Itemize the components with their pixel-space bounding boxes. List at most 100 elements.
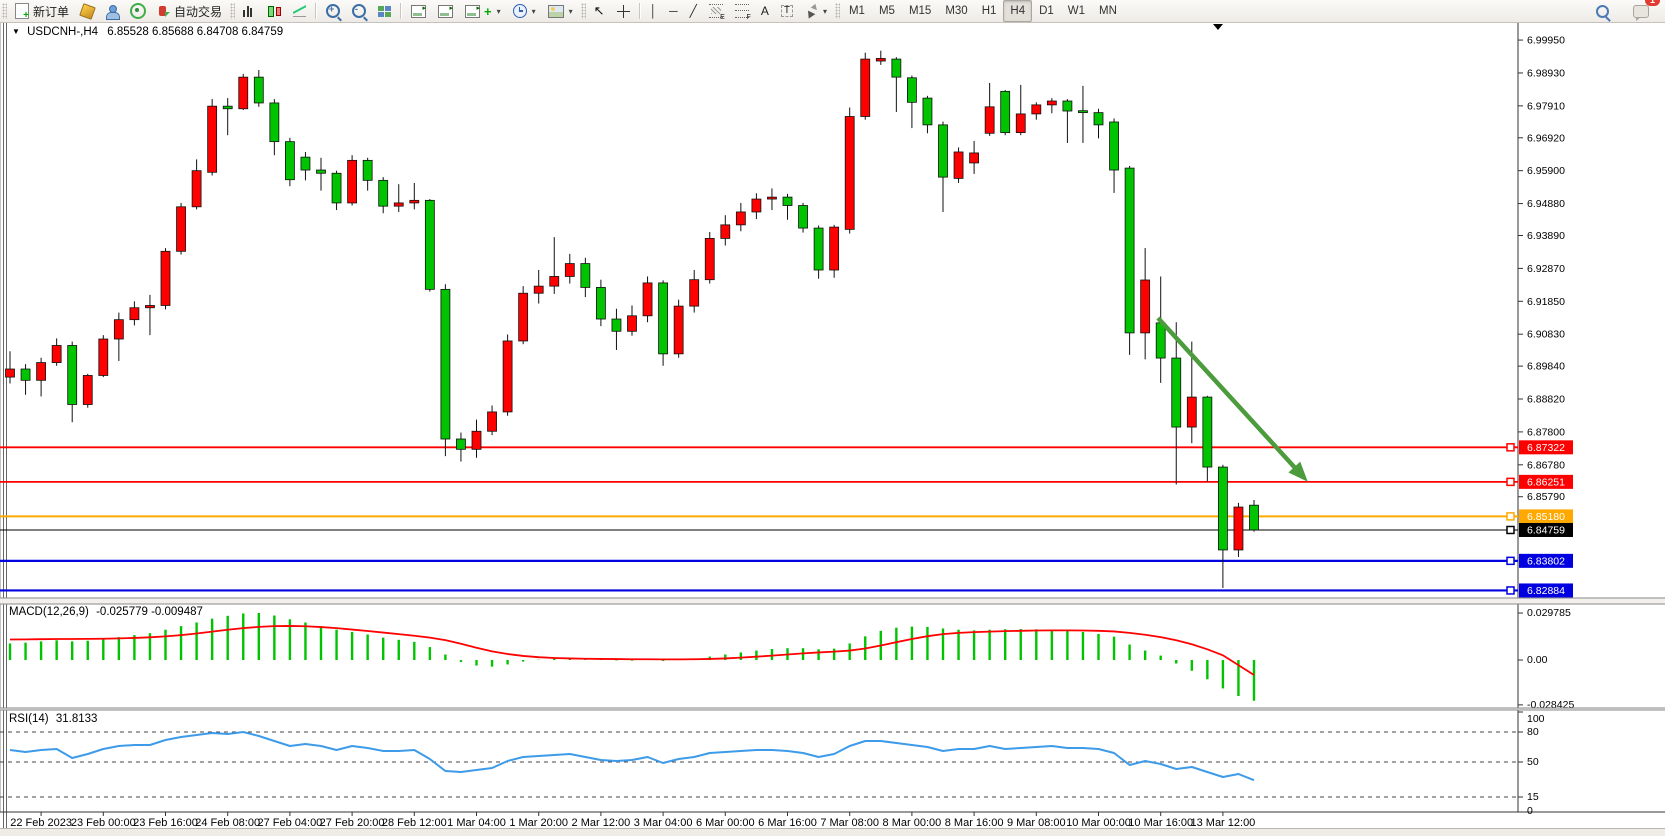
search-button[interactable] — [1590, 0, 1615, 23]
rsi-axis-label: 80 — [1527, 726, 1539, 738]
candle — [502, 340, 513, 413]
template-button[interactable]: ▾ — [542, 0, 579, 23]
chart-menu-icon[interactable]: ▼ — [12, 27, 20, 36]
time-axis-label: 1 Mar 04:00 — [447, 817, 506, 828]
bar-chart-button[interactable] — [237, 0, 262, 23]
price-line-handle[interactable] — [1506, 586, 1515, 595]
candle — [891, 58, 902, 78]
candle — [191, 170, 202, 208]
trend-arrow-line[interactable] — [1156, 316, 1299, 472]
chart-title: ▼ USDCNH-,H4 6.85528 6.85688 6.84708 6.8… — [12, 26, 283, 38]
zoom-in-button[interactable]: + — [320, 0, 346, 23]
profile-button[interactable] — [100, 0, 124, 23]
cursor-tool-button[interactable]: ↖ — [588, 0, 611, 23]
time-axis-label: 6 Mar 00:00 — [696, 817, 755, 828]
candle — [67, 345, 78, 405]
price-axis-label: 6.85790 — [1527, 491, 1565, 503]
label-tool-button[interactable]: T — [775, 0, 799, 23]
zoom-out-button[interactable]: - — [346, 0, 372, 23]
pane-separator[interactable] — [0, 708, 1665, 710]
paint-tool-button[interactable] — [75, 0, 100, 23]
horizontal-line-tool-button[interactable]: ─ — [663, 0, 684, 23]
notifications-button[interactable]: 1 — [1627, 0, 1660, 23]
candle — [596, 287, 606, 320]
line-chart-icon — [293, 5, 307, 17]
price-tag — [1519, 553, 1573, 568]
candle — [1109, 121, 1119, 171]
price-axis-label: 6.95900 — [1527, 165, 1565, 177]
timeframe-m15-button[interactable]: M15 — [908, 5, 932, 17]
caret-down-icon: ▾ — [568, 6, 573, 16]
candle — [1015, 113, 1026, 134]
caret-down-icon: ▾ — [496, 6, 501, 16]
plus-icon: + — [484, 3, 492, 19]
time-axis-label: 8 Mar 16:00 — [945, 817, 1004, 828]
rsi-value: 31.8133 — [55, 713, 98, 725]
candle — [953, 151, 964, 179]
chart-shift-icon — [438, 4, 453, 18]
time-axis-label: 13 Mar 12:00 — [1190, 817, 1255, 828]
price-line-handle[interactable] — [1506, 443, 1515, 452]
signal-icon — [130, 3, 147, 19]
timeframe-m1-button[interactable]: M1 — [848, 5, 865, 17]
price-line-handle[interactable] — [1506, 477, 1515, 487]
crosshair-tool-button[interactable] — [611, 0, 636, 23]
candle — [36, 362, 46, 381]
candle — [1140, 279, 1151, 334]
candle — [611, 318, 622, 332]
trend-arrow-head[interactable] — [1288, 461, 1308, 482]
candle — [1218, 466, 1228, 551]
candle — [1155, 322, 1166, 359]
notification-badge: 1 — [1645, 0, 1660, 6]
timeframe-mn-button[interactable]: MN — [1099, 5, 1117, 17]
price-line-handle[interactable] — [1506, 556, 1515, 566]
timeframe-m5-button[interactable]: M5 — [878, 5, 895, 17]
timeframe-d1-button[interactable]: D1 — [1039, 5, 1054, 17]
timeframe-h4-button[interactable]: H4 — [1003, 0, 1033, 22]
text-tool-button[interactable]: A — [755, 0, 775, 23]
candlestick-chart-button[interactable] — [262, 0, 287, 23]
auto-scroll-button[interactable] — [405, 0, 432, 23]
line-chart-button[interactable] — [287, 0, 312, 23]
price-line-handle[interactable] — [1506, 512, 1515, 521]
candle — [938, 124, 948, 178]
signals-button[interactable] — [124, 0, 152, 23]
tile-windows-button[interactable] — [372, 0, 397, 23]
add-indicator-button[interactable]: +▾ — [459, 0, 507, 23]
autotrade-button[interactable]: 自动交易 — [152, 0, 228, 23]
period-button[interactable]: ▾ — [507, 0, 542, 23]
price-axis-label: 6.87800 — [1527, 426, 1565, 438]
timeframe-toolbar: M1 M5 M15 M30 H1 H4 D1 W1 MN — [842, 0, 1124, 22]
new-order-button[interactable]: 新订单 — [9, 0, 75, 23]
candle — [424, 199, 435, 290]
price-line-handle[interactable] — [1506, 525, 1515, 535]
timeframe-m30-button[interactable]: M30 — [945, 5, 968, 17]
channel-tool-button[interactable]: E — [703, 0, 729, 23]
vertical-line-icon: │ — [649, 4, 658, 18]
candle — [518, 292, 529, 342]
rsi-axis-label: 50 — [1527, 756, 1539, 768]
price-tag — [1519, 509, 1573, 524]
candle — [5, 368, 15, 378]
price-chart[interactable]: 6.99950 6.98930 6.97910 6.96920 6.95900 6.948… — [0, 21, 1665, 829]
time-axis-label: 6 Mar 16:00 — [758, 817, 817, 828]
paint-icon — [79, 2, 96, 20]
candle — [1000, 90, 1011, 134]
pane-separator[interactable] — [0, 598, 1665, 604]
fibonacci-tool-button[interactable]: F — [729, 0, 755, 23]
price-tag-label: 6.85180 — [1527, 511, 1565, 523]
timeframe-h1-button[interactable]: H1 — [981, 5, 997, 17]
chart-shift-button[interactable] — [432, 0, 459, 23]
macd-name: MACD(12,26,9) — [9, 606, 89, 618]
macd-axis-label: 0.00 — [1527, 654, 1548, 666]
vertical-line-tool-button[interactable]: │ — [644, 0, 664, 23]
chart-shift-marker[interactable] — [1213, 24, 1223, 30]
trendline-tool-button[interactable]: ╱ — [684, 0, 703, 23]
chat-bubble-icon — [1633, 4, 1649, 21]
rsi-label: RSI(14) 31.8133 — [9, 713, 97, 725]
profile-icon — [106, 5, 121, 20]
timeframe-w1-button[interactable]: W1 — [1067, 5, 1086, 17]
macd-axis-label: 0.029785 — [1527, 607, 1571, 619]
candle — [829, 226, 840, 271]
shapes-tool-button[interactable]: ▾ — [799, 0, 833, 23]
